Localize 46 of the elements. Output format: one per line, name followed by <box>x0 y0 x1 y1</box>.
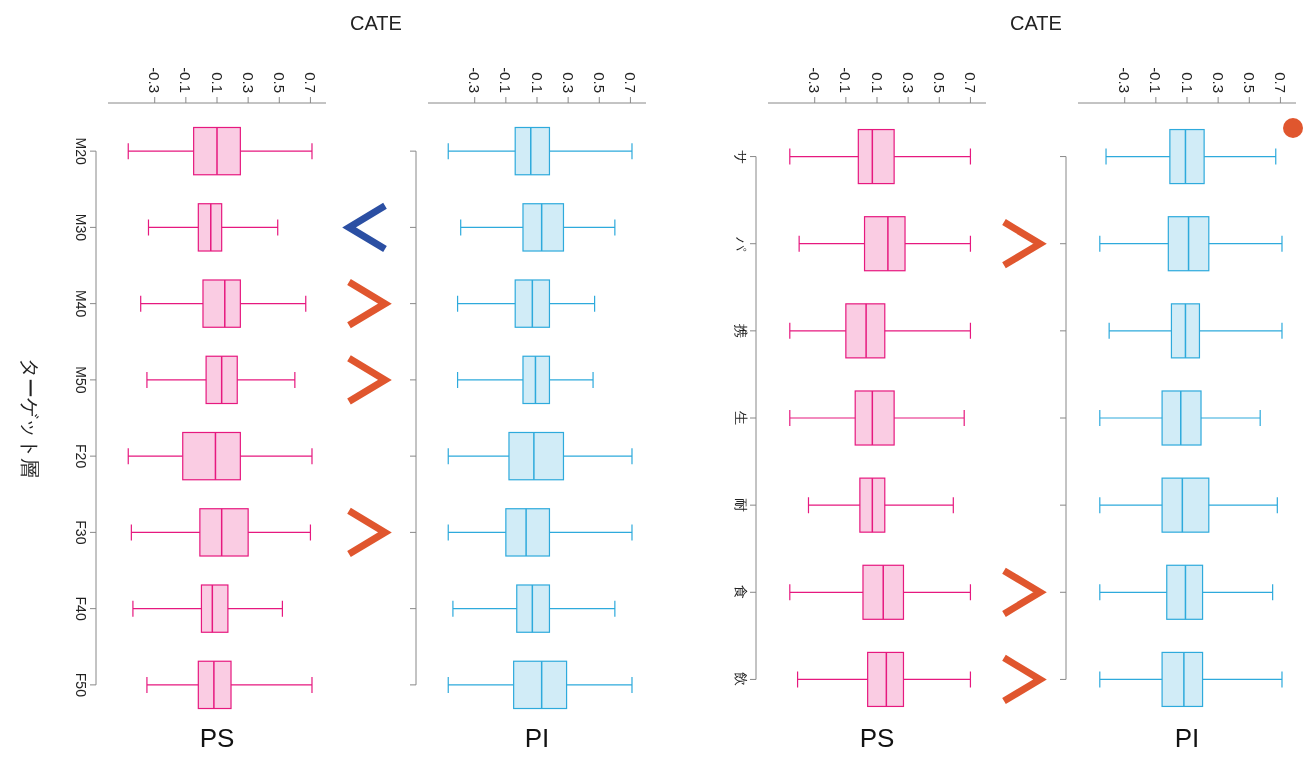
y-axis-title: ターゲット層 <box>19 358 41 478</box>
x-tick-label: 0.7 <box>961 72 979 93</box>
y-tick-label: M30 <box>72 213 89 242</box>
x-tick-label: -0.3 <box>146 67 164 93</box>
x-tick-label: 0.1 <box>528 72 546 93</box>
y-tick-label: 食 <box>732 585 749 600</box>
y-tick-label: M50 <box>72 366 89 394</box>
x-axis-title: CATE <box>350 12 402 34</box>
y-tick-label: 生 <box>732 411 749 425</box>
text: PI <box>1174 723 1200 753</box>
text: PS <box>199 723 235 753</box>
y-tick-label: M20 <box>72 137 89 165</box>
x-tick-label: -0.1 <box>1147 67 1165 93</box>
y-tick-label: M40 <box>72 290 89 318</box>
x-tick-label: 0.7 <box>1271 72 1289 93</box>
x-tick-label: 0.7 <box>621 72 639 93</box>
x-tick-label: 0.1 <box>1178 72 1196 93</box>
x-tick-label: 0.5 <box>1240 72 1258 93</box>
text: PS <box>859 723 895 753</box>
x-tick-label: -0.3 <box>466 67 484 93</box>
x-tick-label: -0.1 <box>837 67 855 93</box>
y-tick-label: F20 <box>72 444 89 469</box>
x-tick-label: 0.5 <box>930 72 948 93</box>
text: PI <box>524 723 550 753</box>
x-tick-label: 0.3 <box>1209 72 1227 93</box>
y-tick-label: パ <box>732 235 749 252</box>
x-tick-label: -0.3 <box>806 67 824 93</box>
y-tick-label: 携 <box>732 323 749 338</box>
y-tick-label: F50 <box>72 672 89 698</box>
y-tick-label: 耐 <box>732 498 749 513</box>
x-tick-label: 0.1 <box>208 72 226 93</box>
x-tick-label: 0.3 <box>899 72 917 93</box>
x-tick-label: -0.1 <box>497 67 515 93</box>
x-tick-label: 0.3 <box>559 72 577 93</box>
y-tick-label: F40 <box>72 596 89 621</box>
x-tick-label: 0.5 <box>270 72 288 93</box>
y-tick-label: F30 <box>72 520 89 545</box>
x-tick-label: 0.5 <box>590 72 608 93</box>
x-tick-label: 0.1 <box>868 72 886 93</box>
y-tick-label: 飲 <box>732 672 749 687</box>
x-tick-label: 0.7 <box>301 72 319 93</box>
x-tick-label: 0.3 <box>239 72 257 93</box>
y-tick-label: サ <box>732 149 749 164</box>
x-axis-title: CATE <box>1010 12 1062 34</box>
x-tick-label: -0.1 <box>177 67 195 93</box>
x-tick-label: -0.3 <box>1116 67 1134 93</box>
